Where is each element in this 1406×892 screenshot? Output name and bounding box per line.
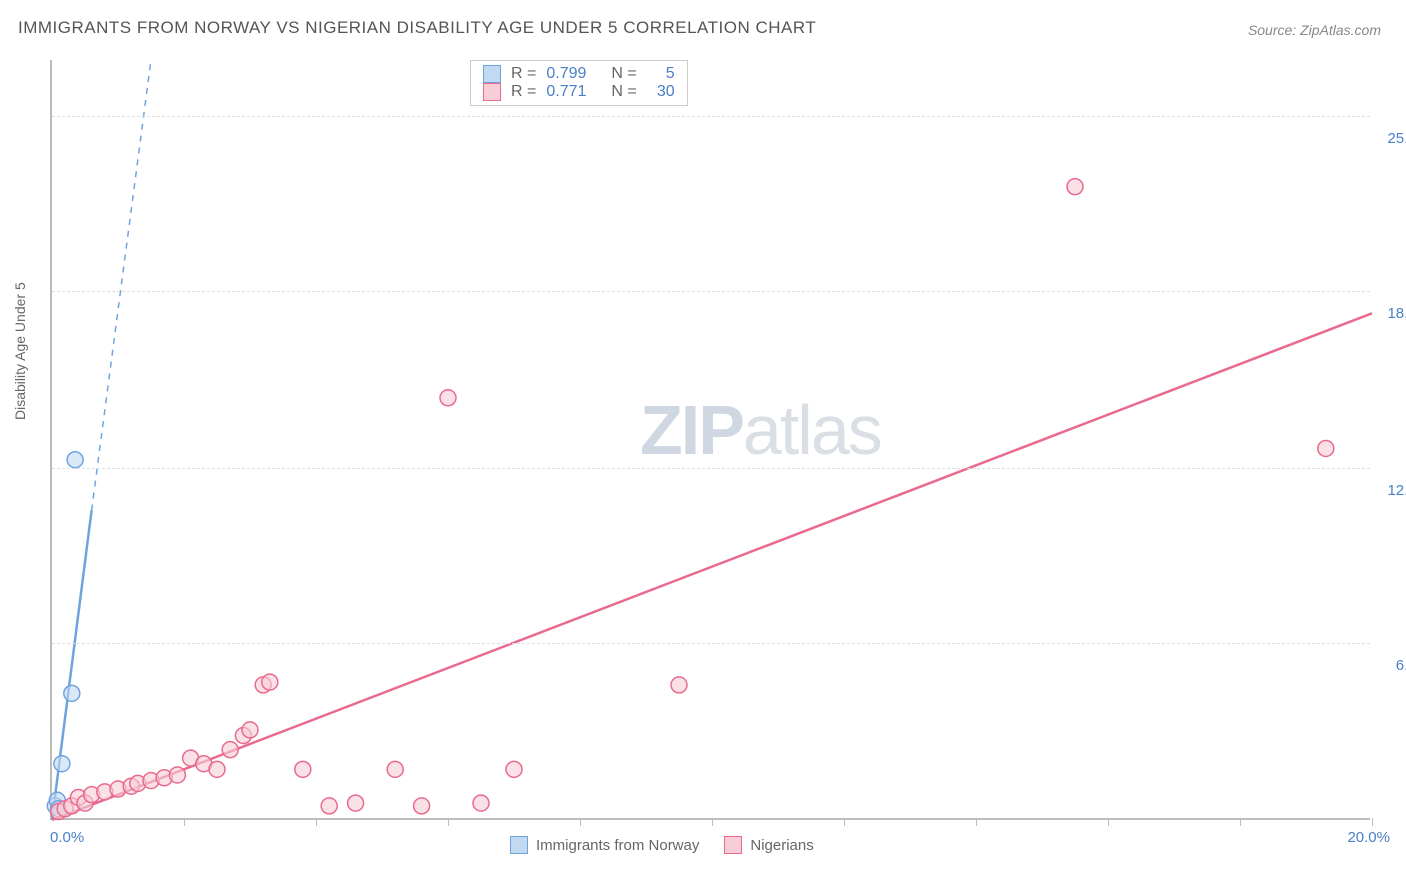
y-tick-label: 6.3% bbox=[1396, 657, 1406, 674]
data-point bbox=[295, 761, 311, 777]
legend-correlation-row: R = 0.771 N = 30 bbox=[483, 83, 675, 101]
data-point bbox=[64, 685, 80, 701]
data-point bbox=[1318, 440, 1334, 456]
x-tick bbox=[844, 818, 845, 826]
legend-series-label: Nigerians bbox=[750, 837, 813, 854]
data-point bbox=[348, 795, 364, 811]
x-tick bbox=[184, 818, 185, 826]
data-point bbox=[242, 722, 258, 738]
legend-correlation: R = 0.799 N = 5 R = 0.771 N = 30 bbox=[470, 60, 688, 106]
data-point bbox=[262, 674, 278, 690]
legend-swatch bbox=[724, 836, 742, 854]
legend-r-value: 0.771 bbox=[546, 83, 601, 101]
y-axis-label: Disability Age Under 5 bbox=[12, 282, 28, 420]
data-point bbox=[506, 761, 522, 777]
y-tick-label: 25.0% bbox=[1387, 130, 1406, 147]
legend-correlation-row: R = 0.799 N = 5 bbox=[483, 65, 675, 83]
legend-r-value: 0.799 bbox=[546, 65, 601, 83]
x-tick bbox=[1372, 818, 1373, 826]
x-tick bbox=[1108, 818, 1109, 826]
data-point bbox=[1067, 179, 1083, 195]
gridline bbox=[52, 468, 1370, 469]
data-point bbox=[440, 390, 456, 406]
chart-source: Source: ZipAtlas.com bbox=[1248, 22, 1381, 38]
trend-line-extrapolated bbox=[92, 60, 151, 510]
legend-r-label: R = bbox=[511, 65, 536, 83]
data-point bbox=[209, 761, 225, 777]
data-point bbox=[54, 756, 70, 772]
gridline bbox=[52, 643, 1370, 644]
x-tick bbox=[316, 818, 317, 826]
legend-series: Immigrants from Norway Nigerians bbox=[510, 836, 814, 854]
data-point bbox=[473, 795, 489, 811]
x-tick bbox=[580, 818, 581, 826]
chart-svg bbox=[52, 60, 1370, 818]
legend-series-label: Immigrants from Norway bbox=[536, 837, 699, 854]
x-tick bbox=[448, 818, 449, 826]
data-point bbox=[321, 798, 337, 814]
legend-n-value: 5 bbox=[647, 65, 675, 83]
legend-r-label: R = bbox=[511, 83, 536, 101]
x-min-label: 0.0% bbox=[50, 829, 84, 846]
data-point bbox=[671, 677, 687, 693]
legend-series-item: Immigrants from Norway bbox=[510, 836, 699, 854]
y-tick-label: 18.8% bbox=[1387, 305, 1406, 322]
y-tick-label: 12.5% bbox=[1387, 482, 1406, 499]
data-point bbox=[387, 761, 403, 777]
legend-swatch bbox=[483, 83, 501, 101]
data-point bbox=[222, 742, 238, 758]
gridline bbox=[52, 116, 1370, 117]
legend-series-item: Nigerians bbox=[724, 836, 813, 854]
legend-n-label: N = bbox=[611, 65, 636, 83]
legend-swatch bbox=[510, 836, 528, 854]
data-point bbox=[169, 767, 185, 783]
trend-line bbox=[52, 313, 1372, 820]
chart-title: IMMIGRANTS FROM NORWAY VS NIGERIAN DISAB… bbox=[18, 18, 816, 38]
x-tick bbox=[712, 818, 713, 826]
trend-line bbox=[52, 510, 92, 820]
legend-n-value: 30 bbox=[647, 83, 675, 101]
gridline bbox=[52, 291, 1370, 292]
legend-n-label: N = bbox=[611, 83, 636, 101]
plot-area: 6.3%12.5%18.8%25.0%0.0%20.0% bbox=[50, 60, 1370, 820]
legend-swatch bbox=[483, 65, 501, 83]
x-tick bbox=[1240, 818, 1241, 826]
data-point bbox=[414, 798, 430, 814]
data-point bbox=[67, 452, 83, 468]
x-tick bbox=[976, 818, 977, 826]
x-max-label: 20.0% bbox=[1347, 829, 1390, 846]
